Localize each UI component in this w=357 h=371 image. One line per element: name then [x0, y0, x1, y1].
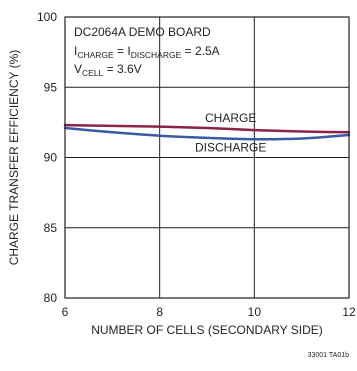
y-tick-label-80: 80: [44, 291, 58, 305]
y-tick-label-85: 85: [44, 221, 58, 235]
y-tick-label-100: 100: [37, 10, 57, 24]
y-tick-label-95: 95: [44, 80, 58, 94]
note-text: = 2.5A: [181, 44, 219, 58]
x-tick-label-10: 10: [248, 305, 262, 319]
series-line-discharge: [63, 126, 351, 141]
note-text: V: [74, 62, 82, 76]
series-label-discharge: DISCHARGE: [195, 141, 266, 155]
plot-frame: [64, 16, 350, 299]
y-tick-label-90: 90: [44, 151, 58, 165]
note-subscript: DISCHARGE: [131, 50, 182, 60]
test-conditions-note: DC2064A DEMO BOARD ICHARGE = IDISCHARGE …: [74, 25, 220, 78]
note-subscript: CELL: [82, 68, 104, 78]
x-axis-title: NUMBER OF CELLS (SECONDARY SIDE): [91, 323, 323, 337]
note-text: = I: [114, 44, 131, 58]
grid: [65, 17, 349, 298]
figure-id-footnote: 33001 TA01b: [308, 352, 349, 359]
y-axis-title: CHARGE TRANSFER EFFICIENCY (%): [7, 50, 21, 266]
series-layer: [63, 123, 351, 141]
tick-labels: 6 8 10 12 80 85 90 95 100: [37, 10, 356, 319]
note-board-name: DC2064A DEMO BOARD: [74, 25, 211, 39]
series-label-charge: CHARGE: [205, 111, 256, 125]
note-voltage-condition: VCELL = 3.6V: [74, 62, 142, 78]
note-text: = 3.6V: [103, 62, 141, 76]
note-subscript: CHARGE: [77, 50, 114, 60]
x-tick-label-8: 8: [156, 305, 163, 319]
series-line-charge: [63, 123, 351, 134]
x-tick-label-6: 6: [62, 305, 69, 319]
note-current-condition: ICHARGE = IDISCHARGE = 2.5A: [74, 44, 220, 60]
x-tick-label-12: 12: [342, 305, 356, 319]
note-text: I: [74, 44, 77, 58]
